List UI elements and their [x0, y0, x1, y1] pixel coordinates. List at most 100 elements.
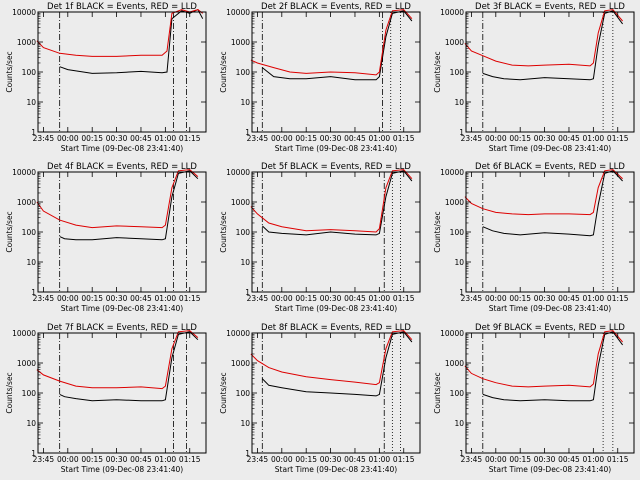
series-events-line: [261, 10, 413, 81]
x-tick-label: 23:45: [247, 294, 269, 303]
x-tick-label: 00:15: [81, 455, 103, 464]
chart-title: Det 4f BLACK = Events, RED = LLD: [47, 162, 197, 172]
x-tick-label: 00:15: [295, 294, 317, 303]
y-tick-label: 10: [454, 258, 464, 267]
x-tick-label: 23:45: [33, 294, 55, 303]
series-lld-line: [250, 169, 413, 233]
x-tick-label: 01:15: [179, 294, 201, 303]
y-tick-label: 1: [245, 288, 250, 297]
chart-title: Det 6f BLACK = Events, RED = LLD: [475, 162, 625, 172]
y-tick-label: 10: [240, 258, 250, 267]
series-events-line: [482, 10, 624, 81]
plot-frame: [37, 171, 207, 293]
y-tick-label: 1000: [17, 38, 36, 47]
x-tick-label: 00:45: [344, 294, 366, 303]
y-tick-label: 100: [236, 68, 251, 77]
x-tick-label: 00:30: [534, 294, 556, 303]
y-tick-label: 10: [240, 419, 250, 428]
series-lld-line: [464, 9, 623, 67]
y-tick-label: 1: [459, 128, 464, 137]
y-tick-label: 100: [450, 389, 465, 398]
x-tick-label: 00:45: [130, 294, 152, 303]
y-tick-label: 100: [22, 228, 37, 237]
x-tick-label: 00:00: [271, 455, 293, 464]
x-tick-label: 00:30: [320, 294, 342, 303]
series-events-line: [261, 331, 413, 397]
x-tick-label: 23:45: [33, 455, 55, 464]
y-tick-label: 100: [450, 228, 465, 237]
x-tick-label: 01:00: [583, 455, 605, 464]
y-tick-label: 1000: [17, 359, 36, 368]
plot-frame: [465, 332, 635, 454]
y-tick-label: 1000: [445, 198, 464, 207]
series-lld-line: [36, 330, 199, 390]
x-tick-label: 00:30: [534, 134, 556, 143]
y-axis-label: Counts/sec: [219, 51, 228, 92]
y-tick-label: 100: [22, 68, 37, 77]
x-tick-label: 00:00: [485, 294, 507, 303]
x-tick-label: 01:00: [155, 294, 177, 303]
chart-panel: Det 5f BLACK = Events, RED = LLD 1 10 100 10…: [219, 162, 421, 313]
y-tick-label: 10000: [226, 329, 250, 338]
y-tick-label: 10000: [12, 168, 36, 177]
x-tick-label: 23:45: [461, 294, 483, 303]
x-tick-label: 01:00: [369, 134, 391, 143]
y-tick-label: 10000: [226, 8, 250, 17]
x-tick-label: 01:15: [179, 134, 201, 143]
y-tick-label: 1: [459, 449, 464, 458]
y-tick-label: 10: [454, 98, 464, 107]
x-tick-label: 01:15: [607, 455, 629, 464]
y-tick-label: 10: [454, 419, 464, 428]
chart-panel: Det 7f BLACK = Events, RED = LLD 1 10 100 10…: [5, 323, 207, 474]
x-axis-label: Start Time (09-Dec-08 23:41:40): [489, 144, 611, 153]
plot-frame: [37, 332, 207, 454]
y-axis-label: Counts/sec: [5, 372, 14, 413]
y-tick-label: 100: [22, 389, 37, 398]
x-tick-label: 01:00: [155, 455, 177, 464]
x-tick-label: 00:00: [485, 134, 507, 143]
x-tick-label: 00:00: [57, 294, 79, 303]
x-axis-label: Start Time (09-Dec-08 23:41:40): [275, 465, 397, 474]
y-tick-label: 1000: [445, 38, 464, 47]
y-axis-label: Counts/sec: [433, 51, 442, 92]
x-tick-label: 01:15: [607, 134, 629, 143]
y-tick-label: 1: [31, 288, 36, 297]
y-tick-label: 1: [245, 128, 250, 137]
series-lld-line: [250, 9, 413, 76]
series-lld-line: [36, 9, 204, 57]
x-tick-label: 00:15: [509, 134, 531, 143]
y-axis-label: Counts/sec: [219, 372, 228, 413]
chart-title: Det 1f BLACK = Events, RED = LLD: [47, 2, 197, 12]
x-tick-label: 00:00: [57, 455, 79, 464]
x-tick-label: 01:15: [179, 455, 201, 464]
x-tick-label: 00:30: [534, 455, 556, 464]
x-tick-label: 00:45: [558, 134, 580, 143]
chart-panel: Det 3f BLACK = Events, RED = LLD 1 10 100 10…: [433, 2, 635, 153]
y-tick-label: 1: [31, 449, 36, 458]
y-tick-label: 10: [26, 419, 36, 428]
x-tick-label: 01:00: [583, 294, 605, 303]
y-tick-label: 100: [236, 389, 251, 398]
y-tick-label: 10000: [440, 8, 464, 17]
chart-title: Det 8f BLACK = Events, RED = LLD: [261, 323, 411, 333]
y-tick-label: 1: [245, 449, 250, 458]
x-tick-label: 00:00: [57, 134, 79, 143]
x-tick-label: 00:15: [509, 455, 531, 464]
x-tick-label: 23:45: [461, 455, 483, 464]
x-tick-label: 00:15: [81, 294, 103, 303]
chart-title: Det 3f BLACK = Events, RED = LLD: [475, 2, 625, 12]
x-tick-label: 01:00: [369, 455, 391, 464]
x-tick-label: 23:45: [247, 134, 269, 143]
series-lld-line: [464, 169, 623, 216]
x-tick-label: 01:00: [369, 294, 391, 303]
chart-panel: Det 4f BLACK = Events, RED = LLD 1 10 100 10…: [5, 162, 207, 313]
x-tick-label: 00:30: [106, 134, 128, 143]
x-tick-label: 23:45: [461, 134, 483, 143]
x-tick-label: 23:45: [33, 134, 55, 143]
x-tick-label: 00:00: [271, 134, 293, 143]
x-tick-label: 00:00: [485, 455, 507, 464]
y-tick-label: 10000: [440, 168, 464, 177]
y-tick-label: 1: [31, 128, 36, 137]
series-lld-line: [464, 330, 623, 388]
